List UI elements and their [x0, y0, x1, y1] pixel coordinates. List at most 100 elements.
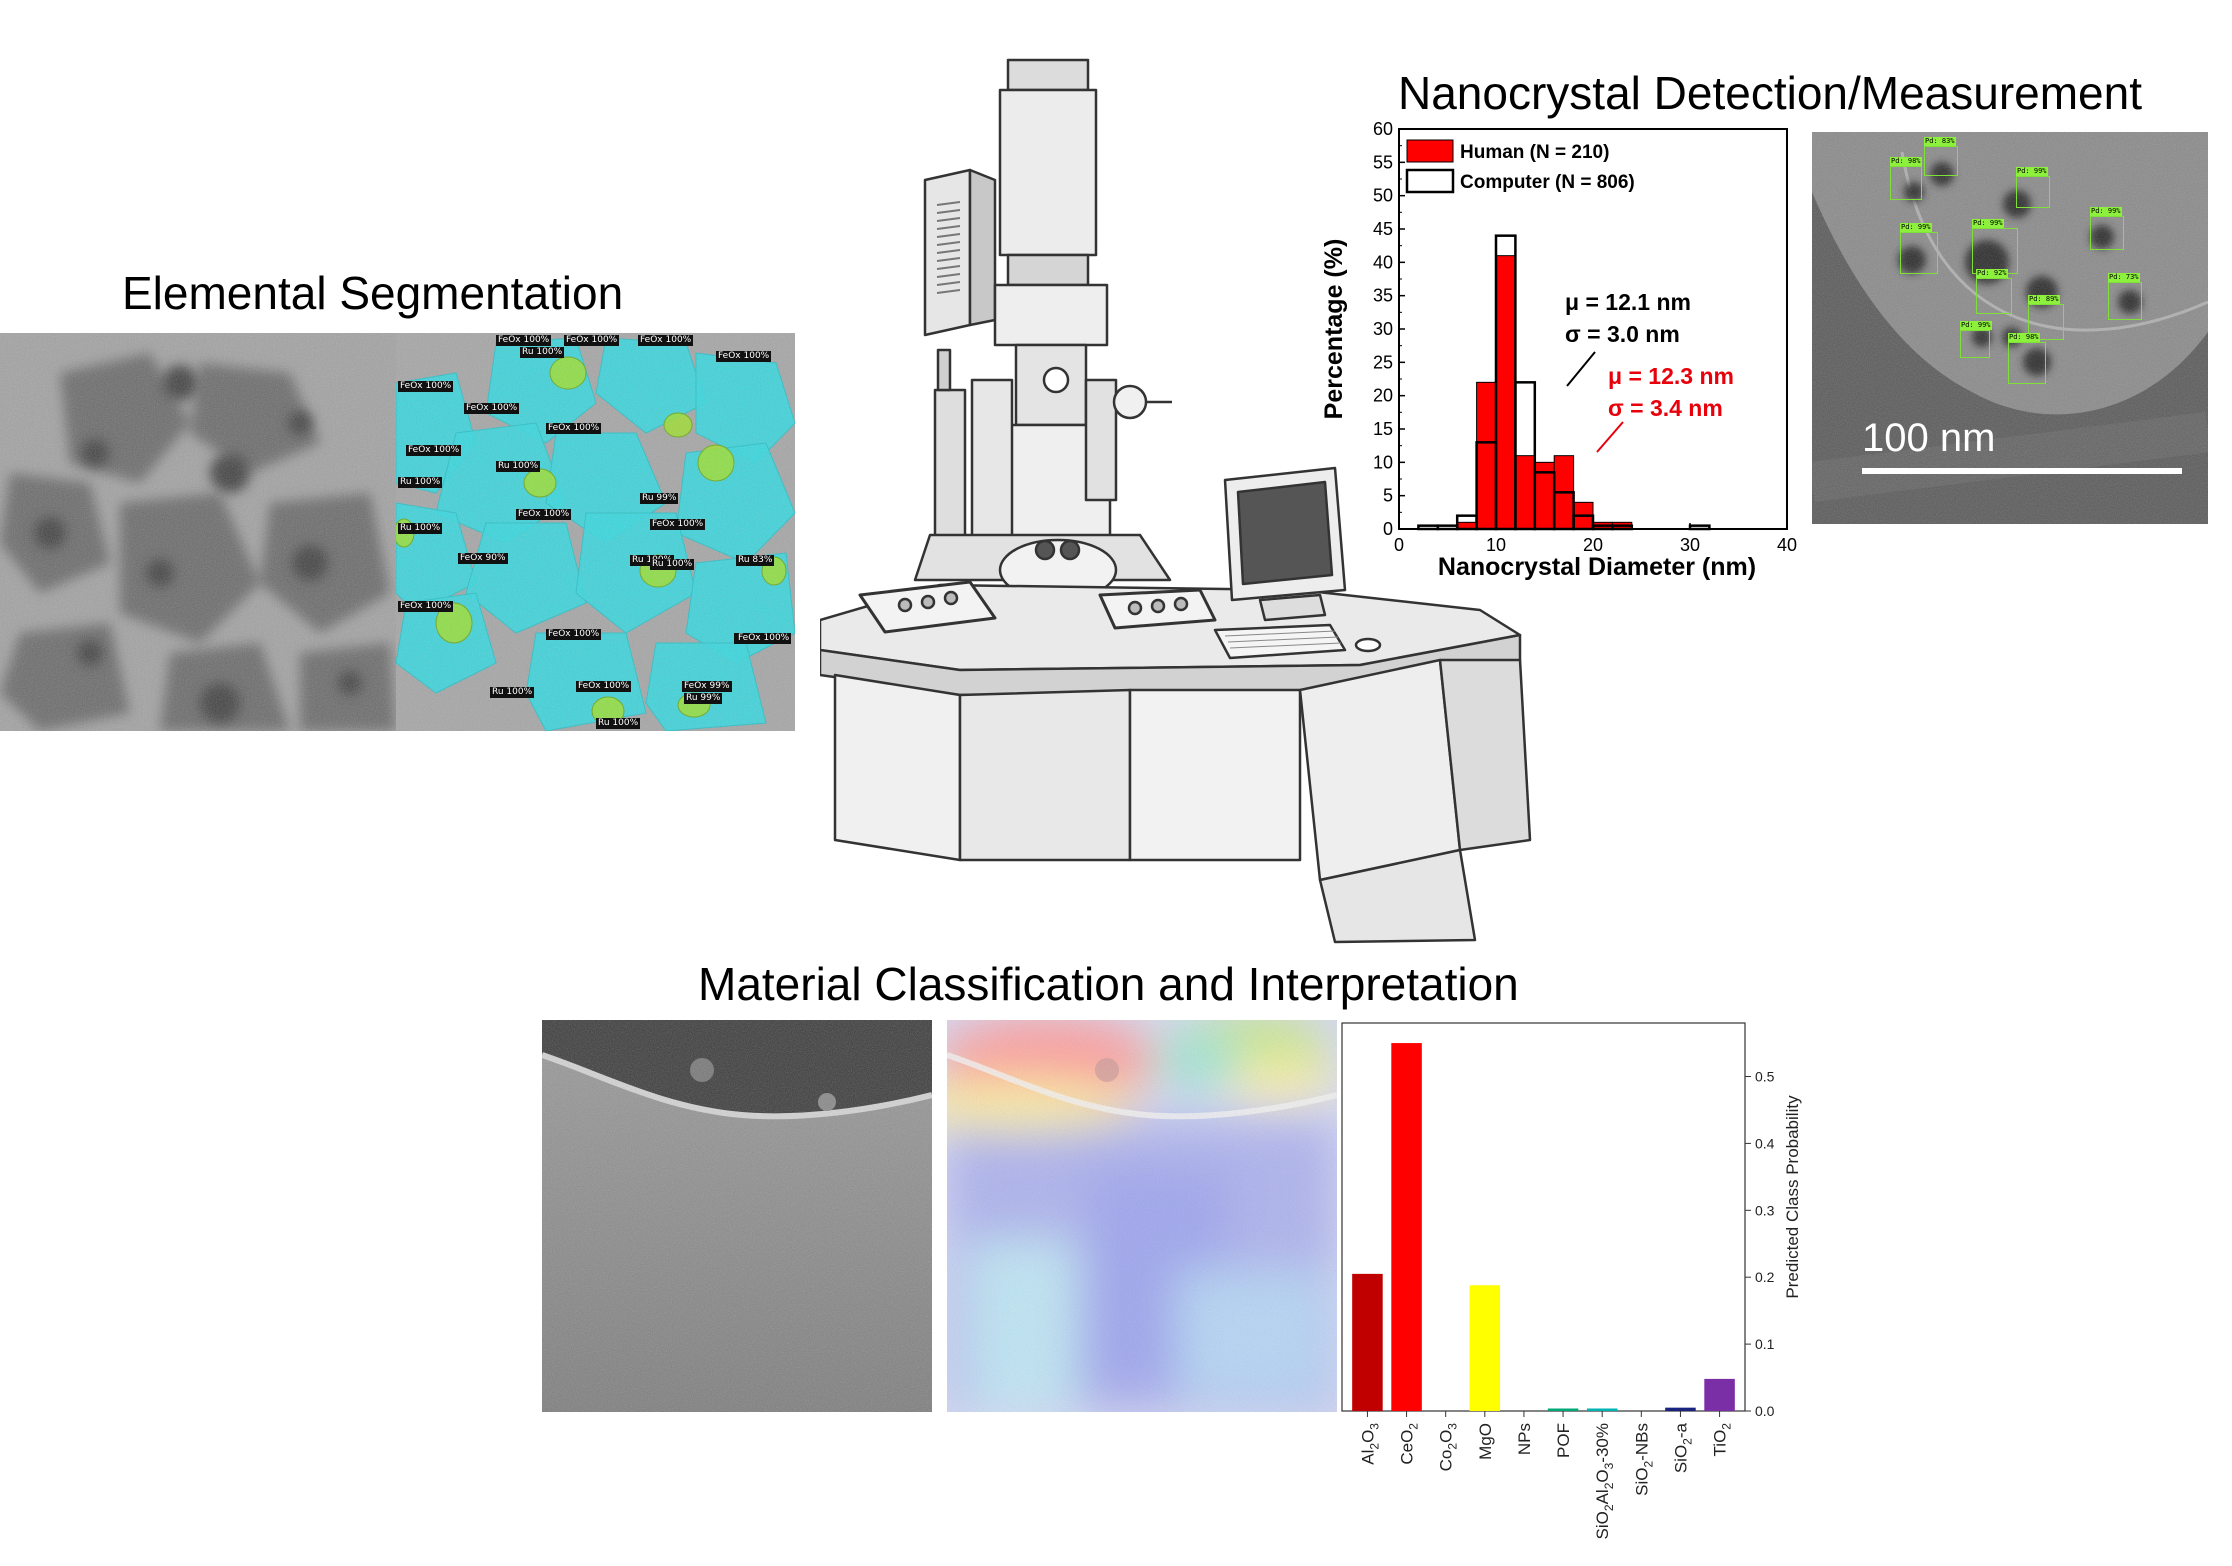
detection-box: [2016, 176, 2050, 208]
legend-label-human: Human (N = 210): [1460, 142, 1609, 163]
plot-frame: [1341, 1022, 1746, 1412]
legend-label-computer: Computer (N = 806): [1460, 172, 1635, 193]
x-tick-label-part: TiO: [1711, 1430, 1730, 1457]
x-tick-label-part: 2: [1602, 1482, 1616, 1489]
x-tick-label-part: 2: [1446, 1443, 1460, 1450]
x-tick-label-part: SiO: [1632, 1467, 1651, 1495]
segmentation-label: FeOx 90%: [458, 553, 508, 564]
x-tick-label-part: 3: [1367, 1423, 1381, 1430]
class-bar: [1547, 1408, 1579, 1411]
segmentation-label: Ru 100%: [496, 461, 541, 472]
segmentation-label: FeOx 100%: [546, 629, 602, 640]
human-sigma-label: σ = 3.4 nm: [1608, 395, 1723, 421]
x-tick-label-part: O: [1437, 1430, 1456, 1443]
detection-label: Pd: 99%: [2090, 207, 2122, 216]
x-tick-label-part: 2: [1641, 1460, 1655, 1467]
detection-box: [2028, 304, 2064, 340]
detection-label: Pd: 99%: [1972, 219, 2004, 228]
segmentation-label: FeOx 100%: [398, 381, 454, 392]
class-bar: [1665, 1407, 1696, 1411]
x-tick-label: SiO2Al2O3-30%: [1593, 1423, 1616, 1539]
y-tick-label: 60: [1373, 119, 1393, 139]
detection-box: [1960, 330, 1990, 358]
y-tick-label: 0.5: [1755, 1069, 1775, 1085]
class-bar: [1352, 1273, 1383, 1411]
classification-heatmap-svg: [947, 1020, 1337, 1412]
class-bar: [1704, 1378, 1735, 1411]
detection-box: [1900, 232, 1938, 274]
x-tick-label-part: MgO: [1476, 1423, 1495, 1460]
y-tick-label: 25: [1373, 352, 1393, 372]
detection-box: [1972, 228, 2018, 274]
computer-annotation-arrow: [1566, 351, 1596, 387]
microscope-illustration: [820, 58, 1532, 944]
x-axis-label: Nanocrystal Diameter (nm): [1438, 553, 1756, 581]
x-tick-label: SiO2-a: [1671, 1422, 1694, 1473]
segmentation-label: FeOx 100%: [564, 335, 620, 346]
classification-raw-svg: [542, 1020, 932, 1412]
segmentation-label: Ru 100%: [398, 523, 443, 534]
y-tick-label: 35: [1373, 286, 1393, 306]
classification-raw-image: [542, 1020, 932, 1412]
segmentation-label: Ru 83%: [736, 555, 775, 566]
legend-swatch-human: [1406, 139, 1454, 163]
classification-title: Material Classification and Interpretati…: [698, 958, 1519, 1010]
segmentation-label: Ru 99%: [640, 493, 679, 504]
x-tick-label-part: POF: [1554, 1423, 1573, 1458]
x-tick-label: SiO2-NBs: [1632, 1423, 1655, 1496]
y-tick-label: 15: [1373, 419, 1393, 439]
x-tick-label-part: SiO: [1593, 1511, 1612, 1539]
y-axis-label: Predicted Class Probability: [1783, 1095, 1802, 1299]
segmentation-label: FeOx 100%: [716, 351, 772, 362]
y-tick-label: 10: [1373, 452, 1393, 472]
human-bar: [1495, 255, 1516, 530]
x-tick-label-part: 3: [1446, 1423, 1460, 1430]
segmentation-label: FeOx 100%: [516, 509, 572, 520]
detection-box: [2108, 282, 2142, 320]
x-tick-label-part: -30%: [1593, 1423, 1612, 1463]
computer-sigma-label: σ = 3.0 nm: [1565, 321, 1680, 347]
segmentation-label: FeOx 100%: [398, 601, 454, 612]
x-tick-label-part: 2: [1602, 1504, 1616, 1511]
x-tick-label: Co2O3: [1437, 1423, 1460, 1472]
class-bar: [1469, 1285, 1501, 1411]
segmentation-label: FeOx 100%: [546, 423, 602, 434]
y-tick-label: 5: [1383, 486, 1393, 506]
x-tick-label-part: 2: [1367, 1443, 1381, 1450]
y-tick-label: 0.3: [1755, 1202, 1775, 1218]
detection-box: [2090, 216, 2124, 250]
x-tick-label: 40: [1777, 535, 1797, 555]
y-tick-label: 0.2: [1755, 1269, 1775, 1285]
x-tick-label-part: 3: [1602, 1462, 1616, 1469]
detection-tem-svg: [1812, 132, 2208, 524]
x-tick-label: Al2O3: [1358, 1423, 1381, 1465]
segmentation-title: Elemental Segmentation: [122, 267, 624, 319]
histogram-chart: 0 5 10 15 20 25 30 35 40 45 50 55 60 0 10 20 30 40 Nanocry…: [1320, 119, 1797, 581]
detection-box: [1924, 146, 1958, 176]
segmentation-label: FeOx 99%: [682, 681, 732, 692]
detection-label: Pd: 99%: [1960, 321, 1992, 330]
x-tick-label-part: O: [1358, 1430, 1377, 1443]
legend-swatch-computer: [1405, 168, 1455, 194]
detection-box: [1976, 278, 2012, 314]
x-tick-label-part: O: [1593, 1469, 1612, 1482]
detection-box: [2008, 342, 2046, 384]
detection-box: [1890, 166, 1922, 200]
segmentation-label: Ru 100%: [490, 687, 535, 698]
segmentation-label: Ru 100%: [650, 559, 695, 570]
x-tick-label-part: CeO: [1398, 1430, 1417, 1465]
segmentation-label: Ru 100%: [596, 718, 641, 729]
x-tick-label-part: 2: [1720, 1423, 1734, 1430]
y-tick-label: 50: [1373, 186, 1393, 206]
segmentation-label: FeOx 100%: [650, 519, 706, 530]
y-tick-label: 0.1: [1755, 1336, 1775, 1352]
detection-tem-image: 100 nm Pd: 83% Pd: 98% Pd: 99% Pd: 99% Pd: 9…: [1812, 132, 2208, 524]
segmentation-label: Ru 100%: [520, 347, 565, 358]
detection-label: Pd: 98%: [1890, 157, 1922, 166]
x-tick-label-part: -a: [1671, 1422, 1690, 1438]
detection-title: Nanocrystal Detection/Measurement: [1398, 67, 2142, 119]
human-annotation-arrow: [1596, 421, 1624, 453]
detection-label: Pd: 98%: [2008, 333, 2040, 342]
x-tick-label-part: 2: [1407, 1423, 1421, 1430]
